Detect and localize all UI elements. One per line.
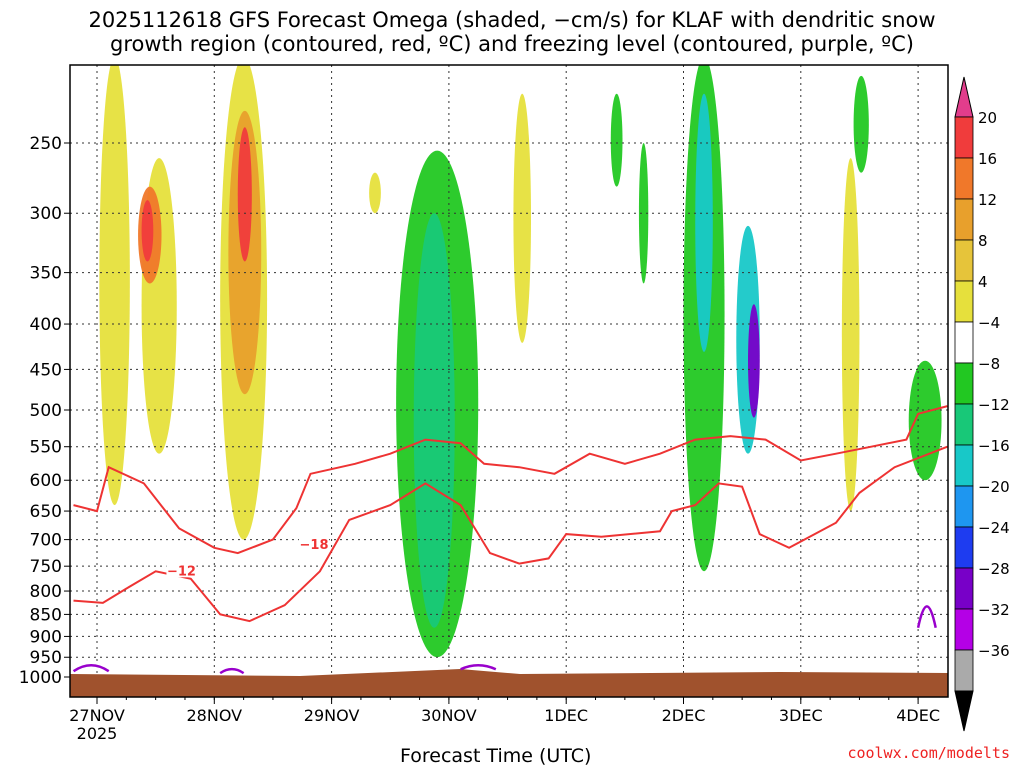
y-tick-label: 350 — [30, 264, 62, 284]
x-tick-sublabel: 2025 — [77, 724, 118, 743]
dendritic-contour — [73, 405, 948, 555]
y-tick-label: 250 — [30, 134, 62, 154]
omega-region — [141, 200, 154, 262]
omega-region — [413, 213, 455, 628]
y-tick-label: 500 — [30, 401, 62, 421]
plot-frame — [69, 64, 949, 698]
dendritic-contour — [73, 445, 948, 623]
chart-title: 2025112618 GFS Forecast Omega (shaded, −… — [0, 8, 1024, 56]
colorbar-label: 8 — [978, 232, 988, 250]
colorbar-label: −20 — [978, 478, 1010, 496]
colorbar-band — [954, 526, 974, 569]
y-tick-label: 900 — [30, 627, 62, 647]
contour-label: −12 — [167, 564, 196, 579]
omega-region — [513, 93, 532, 343]
y-tick-label: 450 — [30, 360, 62, 380]
y-tick-label: 950 — [30, 648, 62, 668]
colorbar-label: 4 — [978, 273, 988, 291]
x-tick-label: 1DEC — [544, 706, 588, 725]
freezing-contour — [916, 605, 937, 629]
x-tick-label: 28NOV — [187, 706, 243, 725]
y-tick-label: 750 — [30, 557, 62, 577]
colorbar-label: 20 — [978, 109, 997, 127]
y-tick-label: 300 — [30, 204, 62, 224]
omega-region — [638, 143, 649, 284]
omega-region — [748, 304, 760, 418]
y-tick-label: 1000 — [19, 668, 62, 688]
colorbar-band — [954, 157, 974, 200]
x-tick-label: 30NOV — [421, 706, 477, 725]
colorbar-band — [954, 362, 974, 405]
chart-title-line2: growth region (contoured, red, ºC) and f… — [110, 32, 914, 56]
colorbar-top-arrow — [954, 76, 974, 118]
colorbar-band — [954, 321, 974, 364]
y-axis: 2503003504004505005506006507007508008509… — [19, 134, 70, 688]
colorbar-label: −8 — [978, 355, 1000, 373]
x-tick-label: 29NOV — [304, 706, 360, 725]
credit-text: coolwx.com/modelts — [847, 744, 1010, 762]
omega-region — [908, 360, 942, 481]
y-tick-label: 850 — [30, 605, 62, 625]
colorbar-band — [954, 485, 974, 528]
x-tick-label: 3DEC — [779, 706, 823, 725]
x-axis-label: Forecast Time (UTC) — [400, 745, 592, 767]
x-tick-label: 2DEC — [662, 706, 706, 725]
ground-fill — [70, 669, 948, 697]
colorbar-label: 12 — [978, 191, 997, 209]
colorbar-label: −28 — [978, 560, 1010, 578]
freezing-contour — [72, 663, 110, 673]
colorbar-label: −32 — [978, 601, 1010, 619]
colorbar-band — [954, 608, 974, 651]
chart-title-line1: 2025112618 GFS Forecast Omega (shaded, −… — [88, 8, 936, 32]
ground-surface — [70, 669, 948, 697]
omega-region — [853, 75, 869, 173]
colorbar-label: −24 — [978, 519, 1010, 537]
colorbar-band — [954, 649, 974, 692]
grid-lines — [70, 65, 948, 697]
colorbar-band — [954, 403, 974, 446]
y-tick-label: 550 — [30, 438, 62, 458]
colorbar-label: −12 — [978, 396, 1010, 414]
omega-region — [841, 158, 860, 512]
omega-region — [695, 93, 713, 352]
omega-region — [369, 172, 381, 214]
omega-shading — [99, 65, 942, 658]
temperature-contours: −18 −12 — [72, 405, 948, 675]
colorbar-label: 16 — [978, 150, 997, 168]
contour-label-bg — [299, 536, 330, 552]
contour-label: −18 — [300, 538, 329, 553]
colorbar-band — [954, 116, 974, 159]
colorbar: 20 16 12 8 4 −4 −8 −12 −16 −20 −24 −28 −32 −36 — [954, 76, 1010, 732]
colorbar-band — [954, 198, 974, 241]
colorbar-label: −36 — [978, 642, 1010, 660]
omega-region — [610, 93, 623, 187]
y-tick-label: 800 — [30, 582, 62, 602]
y-tick-label: 700 — [30, 531, 62, 551]
colorbar-band — [954, 280, 974, 323]
y-tick-label: 600 — [30, 471, 62, 491]
omega-region — [237, 127, 252, 262]
colorbar-band — [954, 239, 974, 282]
colorbar-band — [954, 567, 974, 610]
colorbar-band — [954, 444, 974, 487]
y-tick-label: 650 — [30, 502, 62, 522]
colorbar-label: −4 — [978, 314, 1000, 332]
omega-region — [99, 65, 130, 506]
freezing-contour — [460, 663, 497, 671]
freezing-contour — [219, 667, 245, 675]
contour-label-bg — [166, 562, 197, 578]
x-tick-label: 4DEC — [896, 706, 940, 725]
x-tick-label: 27NOV — [69, 706, 125, 725]
colorbar-bottom-arrow — [954, 690, 974, 732]
y-tick-label: 400 — [30, 315, 62, 335]
colorbar-label: −16 — [978, 437, 1010, 455]
